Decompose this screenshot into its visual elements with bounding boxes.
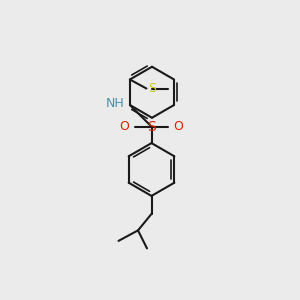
Text: O: O <box>120 120 130 133</box>
Text: S: S <box>147 120 156 134</box>
Text: S: S <box>148 82 156 95</box>
Text: O: O <box>173 120 183 133</box>
Text: NH: NH <box>106 97 124 110</box>
